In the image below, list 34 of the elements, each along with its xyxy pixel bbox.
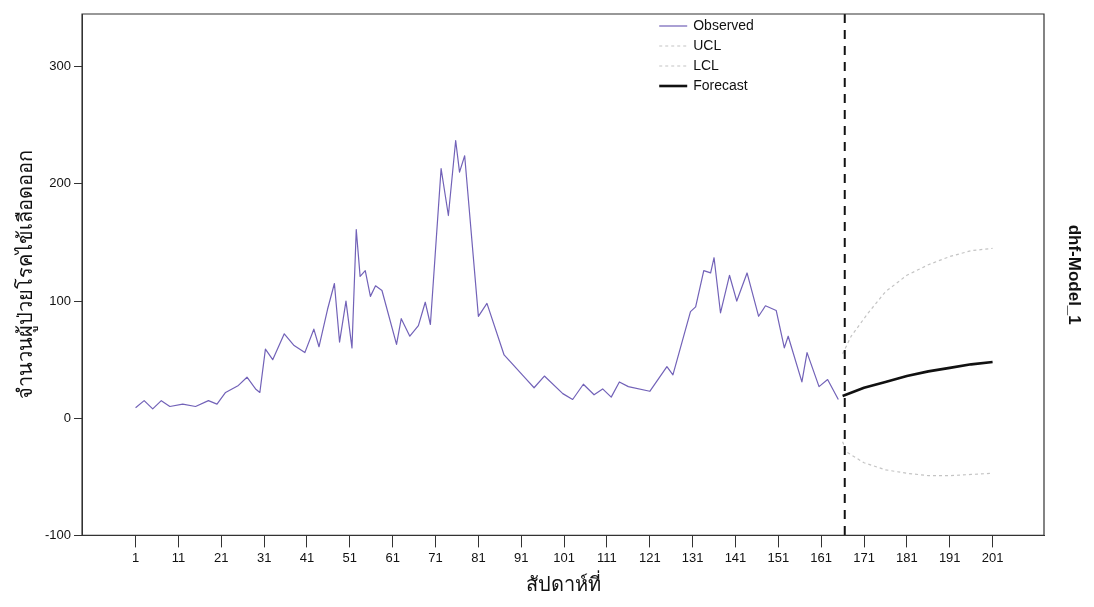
y-tick-label: 200 [49,175,72,191]
y-tick-label: 0 [63,409,72,425]
x-tick-label: 181 [896,549,918,565]
x-tick-label: 121 [638,549,661,565]
x-tick-label: 61 [385,549,400,565]
y-tick-label: -100 [44,526,72,542]
x-tick-label: 141 [724,549,747,565]
y-axis-title: จำนวนผู้ป่วยโรคไข้เลือดออก [13,150,38,400]
legend-label: LCL [693,56,720,73]
x-tick-label: 201 [981,549,1004,565]
legend-label: UCL [693,36,722,53]
x-tick-label: 41 [299,549,315,565]
x-tick-label: 151 [767,549,790,565]
x-tick-label: 1 [131,549,140,565]
x-tick-label: 51 [342,549,358,565]
legend-label: Forecast [693,76,748,93]
x-tick-label: 111 [597,549,617,565]
line-series [842,247,994,355]
x-tick-label: 91 [514,549,529,565]
legend-label: Observed [693,16,754,33]
x-tick-label: 11 [171,549,186,565]
x-tick-label: 81 [471,549,486,565]
x-axis-title: สัปดาห์ที่ [525,569,601,595]
y-tick-label: 100 [49,292,72,308]
y-tick-label: 300 [49,58,72,74]
x-tick-label: 71 [428,549,443,565]
x-tick-label: 31 [256,549,272,565]
x-tick-label: 171 [853,549,875,565]
x-tick-label: 161 [810,549,833,565]
x-tick-label: 131 [681,549,704,565]
x-tick-label: 101 [553,549,575,565]
x-tick-label: 21 [214,549,229,565]
text: dhf-Model_1 [1065,224,1085,325]
x-tick-label: 191 [938,549,961,565]
